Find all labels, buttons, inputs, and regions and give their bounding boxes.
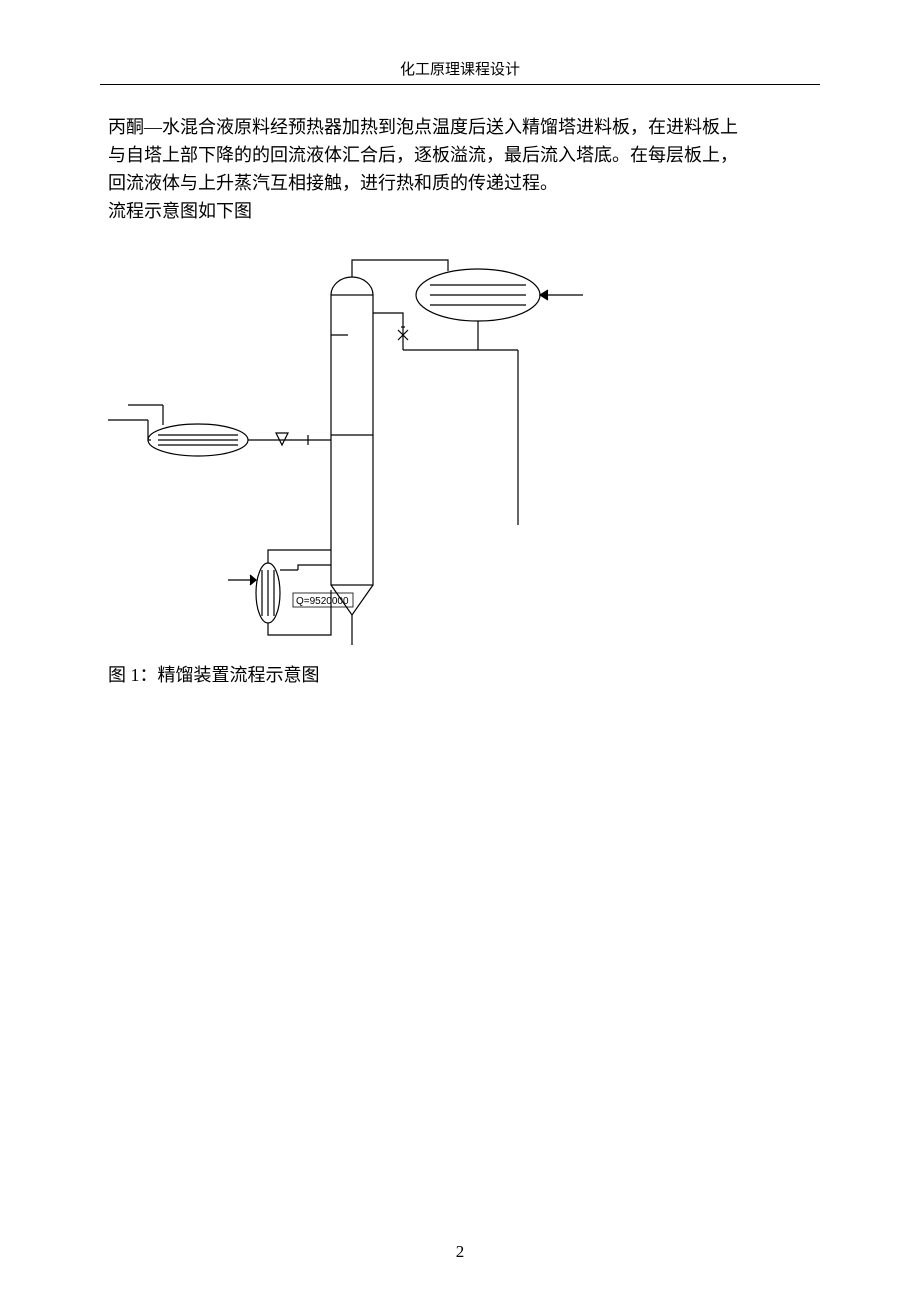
body-paragraph: 丙酮—水混合液原料经预热器加热到泡点温度后送入精馏塔进料板，在进料板上 与自塔上… [108,113,820,225]
figure-caption: 图 1：精馏装置流程示意图 [108,661,820,687]
para-line-2: 与自塔上部下降的的回流液体汇合后，逐板溢流，最后流入塔底。在每层板上， [108,141,820,169]
distillation-diagram: Q=9520000 [108,235,608,655]
header-title: 化工原理课程设计 [400,62,520,78]
para-line-4: 流程示意图如下图 [108,197,820,225]
q-label: Q=9520000 [296,596,349,607]
main-content: 丙酮—水混合液原料经预热器加热到泡点温度后送入精馏塔进料板，在进料板上 与自塔上… [100,113,820,687]
header-rule [100,84,820,85]
para-line-1: 丙酮—水混合液原料经预热器加热到泡点温度后送入精馏塔进料板，在进料板上 [108,113,820,141]
page-header: 化工原理课程设计 [0,0,920,85]
diagram-container: Q=9520000 [108,235,820,655]
para-line-3: 回流液体与上升蒸汽互相接触，进行热和质的传递过程。 [108,169,820,197]
page-number: 2 [0,1242,920,1262]
